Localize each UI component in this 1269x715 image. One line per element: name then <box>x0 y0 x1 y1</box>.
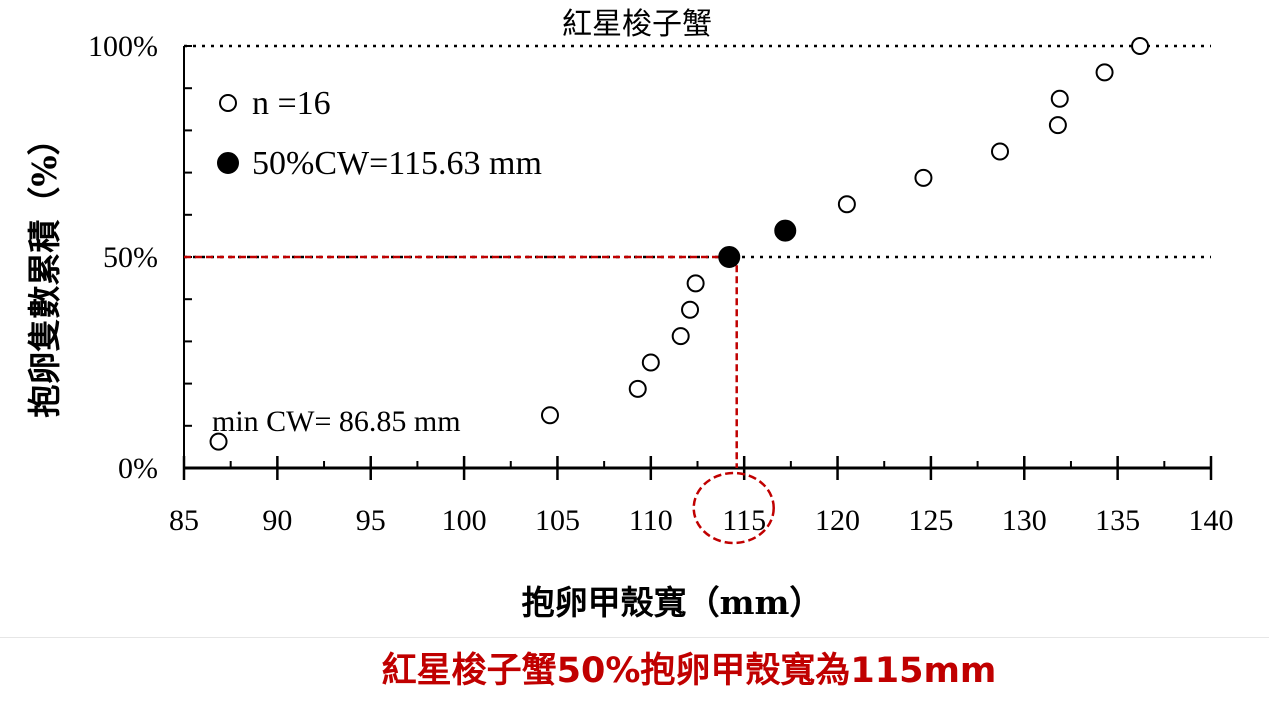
data-point <box>686 274 705 293</box>
x-tick-label-130: 130 <box>1002 504 1047 537</box>
y-axis-label: 抱卵隻數累積（%） <box>25 122 64 417</box>
data-point <box>990 142 1009 161</box>
data-point <box>209 432 228 451</box>
legend-marker-filled <box>217 152 239 174</box>
min-cw-annotation: min CW= 86.85 mm <box>212 405 461 438</box>
x-tick-label-100: 100 <box>442 504 487 537</box>
scatter-chart: 85 90 95 100 105 110 115 120 125 130 135 140 0% 50% 10… <box>25 7 1234 622</box>
data-point <box>1050 89 1069 108</box>
data-point <box>540 406 559 425</box>
x-tick-label-120: 120 <box>815 504 860 537</box>
data-point <box>628 379 647 398</box>
data-point <box>681 300 700 319</box>
chart-area: 85 90 95 100 105 110 115 120 125 130 135 140 0% 50% 10… <box>25 7 1234 622</box>
data-point-filled <box>718 246 741 268</box>
data-point <box>1095 63 1114 82</box>
x-tick-label-140: 140 <box>1189 504 1234 537</box>
data-point <box>641 353 660 372</box>
x-tick-label-135: 135 <box>1095 504 1140 537</box>
x-tick-label-85: 85 <box>169 504 199 537</box>
y-tick-label-50: 50% <box>103 241 158 274</box>
x-tick-label-115: 115 <box>722 504 766 537</box>
y-tick-label-100: 100% <box>88 30 158 63</box>
x-tick-label-125: 125 <box>908 504 953 537</box>
x-tick-label-110: 110 <box>629 504 673 537</box>
data-point <box>671 327 690 346</box>
caption-bar: 紅星梭子蟹50%抱卵甲殼寬為115mm <box>0 637 1269 715</box>
data-point-filled <box>774 219 797 242</box>
legend-marker-open <box>219 94 237 112</box>
legend-label-1: 50%CW=115.63 mm <box>252 145 542 182</box>
x-axis-label: 抱卵甲殼寬（mm） <box>522 583 823 622</box>
data-point <box>837 195 856 214</box>
data-point <box>914 168 933 187</box>
chart-title: 紅星梭子蟹 <box>562 7 712 42</box>
x-tick-label-105: 105 <box>535 504 580 537</box>
highlight-circle <box>692 471 775 545</box>
legend-label-0: n =16 <box>252 85 331 122</box>
data-point <box>1048 116 1067 135</box>
x-tick-label-95: 95 <box>356 504 386 537</box>
y-tick-label-0: 0% <box>118 452 158 485</box>
data-point <box>1131 37 1150 55</box>
x-tick-label-90: 90 <box>262 504 292 537</box>
caption-text: 紅星梭子蟹50%抱卵甲殼寬為115mm <box>381 651 997 691</box>
